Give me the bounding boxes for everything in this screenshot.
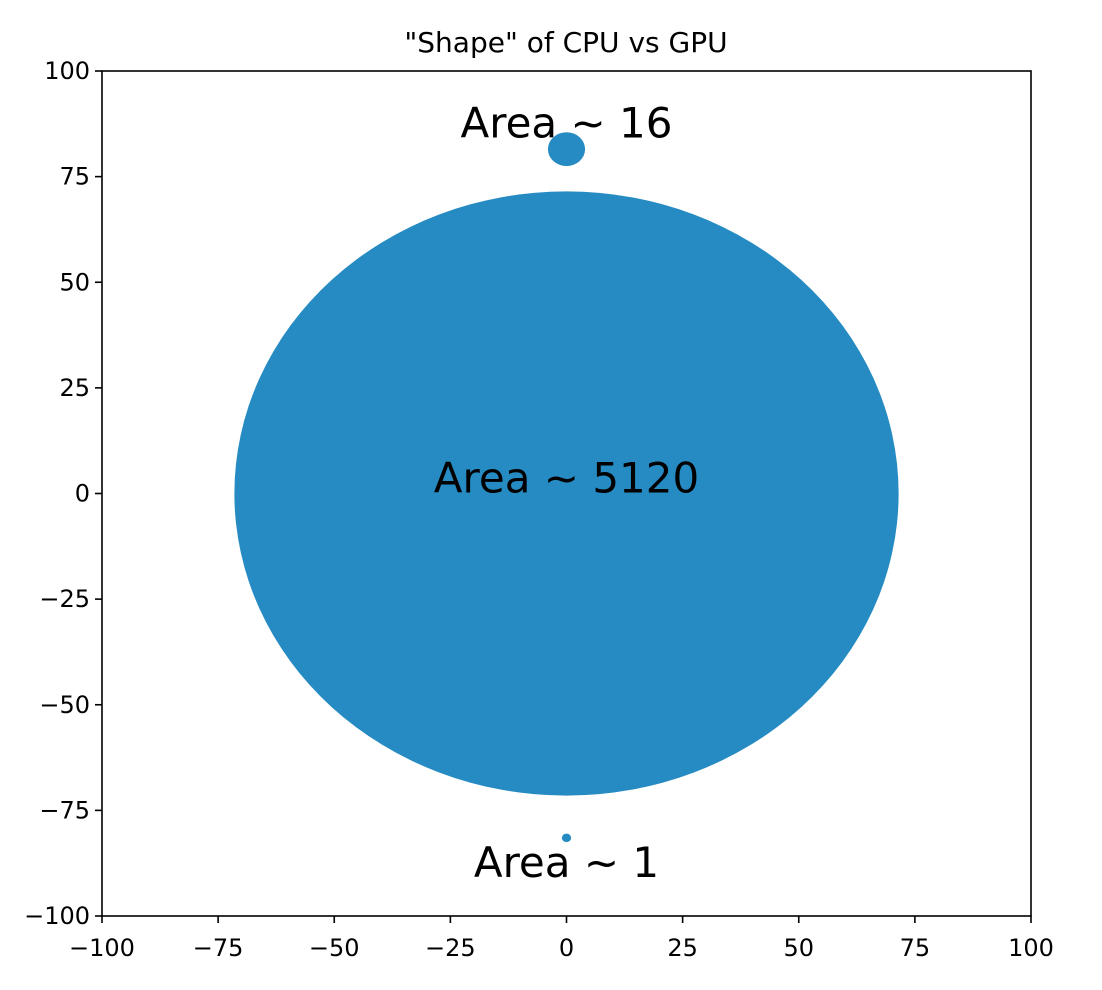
y-tick-label: −100 xyxy=(24,902,90,930)
point-area-16 xyxy=(547,132,586,167)
y-tick-label: 0 xyxy=(75,480,90,508)
x-tick-label: −75 xyxy=(193,934,244,962)
x-tick-label: −25 xyxy=(425,934,476,962)
chart-title: "Shape" of CPU vs GPU xyxy=(404,26,727,59)
axes: −100 −75 −50 −25 0 25 50 75 100 100 75 50 25 0 −25 −50 −… xyxy=(24,57,1054,962)
x-tick-label: 100 xyxy=(1008,934,1054,962)
data-marks xyxy=(234,132,899,843)
y-tick-label: −25 xyxy=(39,585,90,613)
annotation-label: Area ~ 5120 xyxy=(434,453,699,502)
y-tick-label: 50 xyxy=(59,268,90,296)
annotations: Area ~ 16 Area ~ 5120 Area ~ 1 xyxy=(434,98,699,886)
x-tick-label: 25 xyxy=(667,934,698,962)
x-tick-label: 75 xyxy=(900,934,931,962)
annotation-label: Area ~ 16 xyxy=(461,98,673,147)
point-area-5120 xyxy=(234,191,899,796)
annotation-label: Area ~ 1 xyxy=(474,838,659,887)
point-area-1 xyxy=(561,833,572,843)
y-tick-label: −75 xyxy=(39,796,90,824)
x-tick-label: 0 xyxy=(559,934,574,962)
y-tick-label: 100 xyxy=(44,57,90,85)
x-tick-label: −100 xyxy=(69,934,135,962)
y-tick-label: 25 xyxy=(59,374,90,402)
x-tick-label: −50 xyxy=(309,934,360,962)
x-tick-label: 50 xyxy=(783,934,814,962)
y-tick-label: −50 xyxy=(39,691,90,719)
y-tick-label: 75 xyxy=(59,163,90,191)
